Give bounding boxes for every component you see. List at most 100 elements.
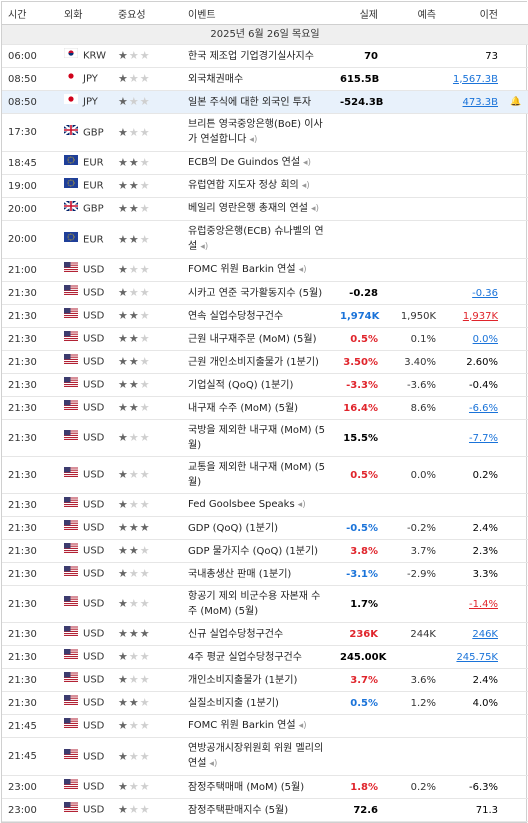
event: 국내총생산 판매 (1분기) (188, 568, 292, 580)
event-row: 20:00 EUR ★★★ 유럽중앙은행(ECB) 슈나벨의 연설 ◂) (2, 220, 528, 259)
event: 잠정주택판매지수 (5월) (188, 804, 289, 816)
event-row: 21:30 USD ★★★ 시카고 연준 국가활동지수 (5월) -0.28 -0.36 (2, 281, 528, 305)
event-row: 21:30 USD ★★★ 실질소비지출 (1분기) 0.5% 1.2% 4.0% (2, 691, 528, 715)
previous-cell: 1,937K (442, 304, 504, 328)
forecast-cell (384, 281, 442, 305)
event-cell: 신규 실업수당청구건수 (182, 622, 334, 646)
alert-bell[interactable]: 🔔 (510, 97, 522, 107)
actual: -524.3B (340, 96, 384, 108)
event: 근원 내구재주문 (MoM) (5월) (188, 333, 317, 345)
event-cell: 개인소비지출물가 (1분기) (182, 668, 334, 692)
time: 21:30 (2, 396, 58, 420)
flag (64, 748, 78, 764)
flag (64, 285, 78, 300)
alert-cell (504, 113, 528, 152)
header-forecast: 예측 (384, 2, 442, 25)
currency-cell: USD (58, 737, 112, 776)
importance-stars: ★★★ (118, 696, 151, 709)
flag (64, 695, 78, 710)
actual-cell: 15.5% (334, 419, 384, 457)
previous-cell: 0.0% (442, 327, 504, 351)
forecast-cell: -2.9% (384, 562, 442, 586)
event-cell: Fed Goolsbee Speaks ◂) (182, 493, 334, 517)
previous-cell: 2.4% (442, 516, 504, 540)
previous-cell: 73 (442, 44, 504, 68)
speaker-icon: ◂) (301, 181, 310, 191)
event: 유럽중앙은행(ECB) 슈나벨의 연설 (188, 226, 324, 252)
alert-cell (504, 258, 528, 282)
currency-cell: JPY (58, 90, 112, 114)
actual: 0.5% (350, 697, 378, 709)
previous-cell: 2.60% (442, 350, 504, 374)
importance-stars: ★★★ (118, 332, 151, 345)
actual-cell: -0.28 (334, 281, 384, 305)
previous-cell: 3.3% (442, 562, 504, 586)
importance-cell: ★★★ (112, 373, 182, 397)
header-actual: 실제 (334, 2, 384, 25)
previous-cell (442, 113, 504, 152)
alert-cell (504, 419, 528, 457)
previous: 3.3% (472, 568, 498, 580)
alert-cell (504, 516, 528, 540)
previous-cell: -6.6% (442, 396, 504, 420)
currency: USD (83, 804, 105, 816)
actual-cell (334, 113, 384, 152)
time: 21:30 (2, 691, 58, 715)
alert-cell (504, 622, 528, 646)
forecast: 3.7% (410, 545, 436, 557)
previous: -0.4% (468, 379, 498, 391)
time: 19:00 (2, 174, 58, 198)
event: 베일리 영란은행 총재의 연설 (188, 203, 308, 214)
currency: GBP (83, 127, 104, 139)
importance-stars: ★★★ (118, 780, 151, 793)
importance-stars: ★★★ (118, 627, 151, 640)
forecast: 1.2% (410, 697, 436, 709)
forecast-cell (384, 113, 442, 152)
speaker-icon: ◂) (303, 158, 312, 168)
currency-cell: KRW (58, 44, 112, 68)
event-cell: FOMC 위원 Barkin 연설 ◂) (182, 714, 334, 738)
event: 국방을 제외한 내구재 (MoM) (5월) (188, 425, 325, 451)
previous-cell: -1.4% (442, 585, 504, 623)
actual-cell (334, 151, 384, 175)
alert-cell (504, 714, 528, 738)
currency: USD (83, 522, 105, 534)
currency: USD (83, 469, 105, 481)
event-cell: ECB의 De Guindos 연설 ◂) (182, 151, 334, 175)
event-cell: 유럽중앙은행(ECB) 슈나벨의 연설 ◂) (182, 220, 334, 259)
currency-cell: USD (58, 691, 112, 715)
time: 17:30 (2, 113, 58, 152)
event-row: 17:30 GBP ★★★ 브리튼 영국중앙은행(BoE) 이사가 연설합니다 ◂) (2, 113, 528, 152)
actual: 16.4% (343, 402, 378, 414)
actual-cell (334, 714, 384, 738)
flag (64, 802, 78, 817)
forecast: 3.40% (404, 356, 436, 368)
forecast-cell: 0.2% (384, 775, 442, 799)
previous-cell (442, 151, 504, 175)
event-row: 20:00 GBP ★★★ 베일리 영란은행 총재의 연설 ◂) (2, 197, 528, 221)
event-cell: 4주 평균 실업수당청구건수 (182, 645, 334, 669)
actual-cell: 0.5% (334, 327, 384, 351)
flag (64, 354, 78, 369)
flag (64, 400, 78, 415)
event-cell: 내구재 수주 (MoM) (5월) (182, 396, 334, 420)
actual-cell: -524.3B (334, 90, 384, 114)
event-cell: 국방을 제외한 내구재 (MoM) (5월) (182, 419, 334, 457)
forecast: -2.9% (406, 568, 436, 580)
flag (64, 779, 78, 794)
flag (64, 331, 78, 346)
time: 21:30 (2, 539, 58, 563)
importance-cell: ★★★ (112, 585, 182, 623)
actual: 615.5B (340, 73, 380, 85)
actual-cell (334, 258, 384, 282)
actual: 3.7% (350, 674, 378, 686)
event-row: 19:00 EUR ★★★ 유럽연합 지도자 정상 회의 ◂) (2, 174, 528, 198)
currency-cell: USD (58, 258, 112, 282)
previous-cell (442, 493, 504, 517)
actual-cell: 1,974K (334, 304, 384, 328)
currency-cell: GBP (58, 197, 112, 221)
time: 21:30 (2, 456, 58, 494)
time: 21:30 (2, 585, 58, 623)
previous-cell: 2.4% (442, 668, 504, 692)
importance-stars: ★★★ (118, 355, 151, 368)
